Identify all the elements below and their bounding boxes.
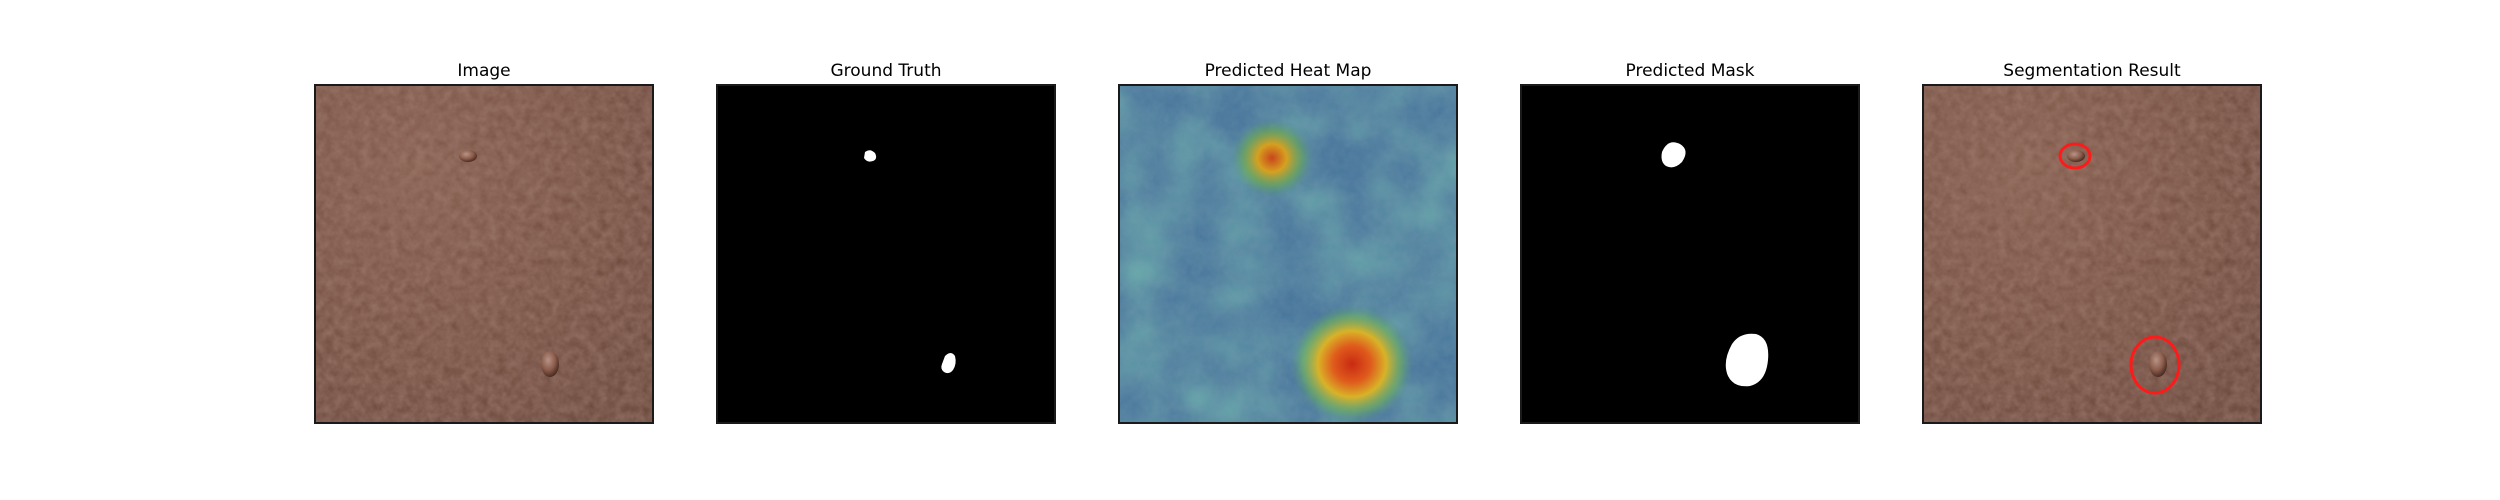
leather-texture: [316, 86, 652, 422]
heat-hotspot-upper: [1230, 118, 1314, 198]
pred-region-upper: [1661, 142, 1686, 168]
segmentation-frame: [1922, 84, 2262, 424]
heat-map: [1120, 86, 1456, 422]
heat-hotspot-lower: [1290, 304, 1414, 422]
panel-title: Image: [457, 61, 511, 81]
mask-background: [718, 86, 1054, 422]
mask-background: [1522, 86, 1858, 422]
panel-heat-map: Predicted Heat Map: [1118, 58, 1458, 424]
panel-title: Predicted Mask: [1625, 61, 1755, 81]
pred-region-lower: [1725, 333, 1769, 387]
leather-texture: [1924, 86, 2260, 422]
image-frame: [314, 84, 654, 424]
predicted-mask-frame: [1520, 84, 1860, 424]
contour-lower: [2129, 335, 2181, 395]
panel-ground-truth: Ground Truth: [716, 58, 1056, 424]
gt-region-lower: [941, 353, 956, 374]
panel-predicted-mask: Predicted Mask: [1520, 58, 1860, 424]
panel-title: Ground Truth: [830, 61, 942, 81]
segmentation-overlay: [1924, 86, 2260, 422]
panel-title: Segmentation Result: [2003, 61, 2181, 81]
contour-upper: [2058, 142, 2092, 170]
panel-image: Image: [314, 58, 654, 424]
defect-spot-lower: [2149, 351, 2167, 377]
defect-spot-upper: [2067, 150, 2085, 162]
defect-spot-lower: [541, 351, 559, 377]
ground-truth-frame: [716, 84, 1056, 424]
leather-image: [316, 86, 652, 422]
defect-spot-upper: [459, 150, 477, 162]
predicted-mask: [1522, 86, 1858, 422]
panel-segmentation-result: Segmentation Result: [1922, 58, 2262, 424]
gt-region-upper: [864, 150, 877, 162]
panel-title: Predicted Heat Map: [1204, 61, 1372, 81]
ground-truth-mask: [718, 86, 1054, 422]
heat-map-frame: [1118, 84, 1458, 424]
